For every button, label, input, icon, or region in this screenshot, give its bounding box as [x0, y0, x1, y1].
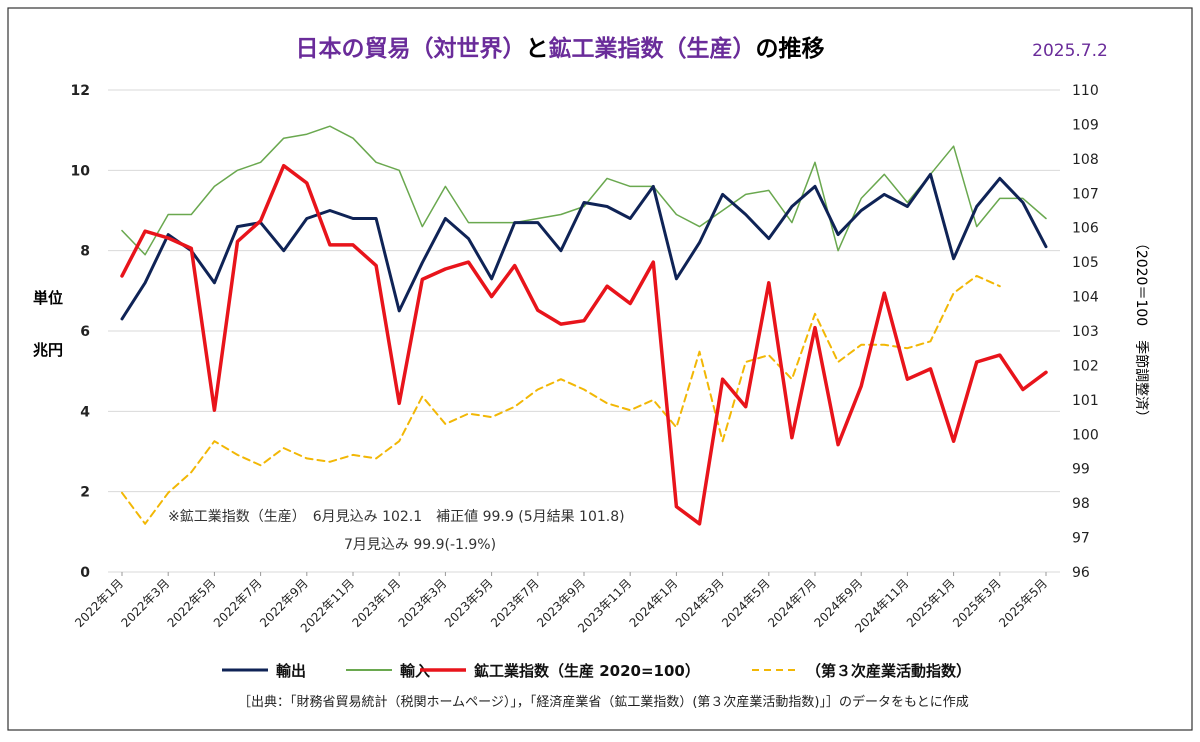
- right-tick-label: 104: [1072, 290, 1099, 306]
- annotation-line-2: 7月見込み 99.9(-1.9%): [344, 537, 496, 553]
- left-tick-label: 12: [71, 83, 90, 99]
- left-tick-label: 10: [71, 163, 91, 179]
- left-tick-label: 6: [80, 324, 90, 340]
- right-tick-label: 106: [1072, 221, 1099, 237]
- right-tick-label: 108: [1072, 152, 1099, 168]
- chart-title-part: 日本の貿易（対世界）: [296, 35, 526, 62]
- series-line-0: [120, 172, 1048, 321]
- right-tick-label: 107: [1072, 186, 1099, 202]
- left-axis-label-unit: 単位: [33, 289, 63, 307]
- left-axis-ticks: 0 2 4 6 8 10 12: [71, 83, 91, 581]
- legend-label: （第３次産業活動指数）: [806, 662, 971, 680]
- annotation-line-1: ※鉱工業指数（生産） 6月見込み 102.1 補正値 99.9 (5月結果 10…: [168, 508, 625, 525]
- series-line-3: [121, 274, 1001, 525]
- left-tick-label: 0: [80, 565, 90, 581]
- chart-title-part: 鉱工業指数（生産）: [549, 35, 756, 62]
- chart-frame: [7, 7, 1193, 731]
- right-tick-label: 98: [1072, 496, 1090, 512]
- series-line-1: [121, 125, 1047, 256]
- legend: 輸出 輸入 鉱工業指数（生産 2020=100） （第３次産業活動指数）: [222, 662, 971, 680]
- left-tick-label: 4: [80, 404, 90, 420]
- chart-title-part: の推移: [756, 36, 825, 62]
- right-tick-label: 97: [1072, 531, 1090, 547]
- right-tick-label: 102: [1072, 358, 1099, 374]
- right-tick-label: 105: [1072, 255, 1099, 271]
- legend-label: 輸入: [400, 662, 430, 680]
- right-tick-label: 100: [1072, 427, 1099, 443]
- legend-label: 輸出: [276, 662, 306, 680]
- right-axis-ticks: 96 97 98 99 100 101 102 103 104 105 106 107 108 109 11…: [1072, 83, 1099, 581]
- chart-title-part: と: [526, 36, 549, 62]
- right-tick-label: 109: [1072, 117, 1099, 133]
- series-lines: [120, 125, 1048, 526]
- grid-lines: [108, 89, 1060, 573]
- left-axis-label-yen: 兆円: [33, 341, 63, 359]
- left-tick-label: 8: [80, 244, 90, 260]
- right-axis-label: （2020＝100 季節調整済）: [1133, 236, 1150, 424]
- right-tick-label: 99: [1072, 462, 1090, 478]
- right-tick-label: 110: [1072, 83, 1099, 99]
- chart-title: 日本の貿易（対世界）と鉱工業指数（生産）の推移: [296, 35, 825, 62]
- chart-date: 2025.7.2: [1032, 41, 1108, 61]
- left-tick-label: 2: [80, 485, 90, 501]
- right-tick-label: 101: [1072, 393, 1099, 409]
- source-note: ［出典：「財務省貿易統計（税関ホームページ）」，「経済産業省（鉱工業指数）(第３…: [238, 694, 969, 710]
- right-tick-label: 96: [1072, 565, 1090, 581]
- right-tick-label: 103: [1072, 324, 1099, 340]
- legend-label: 鉱工業指数（生産 2020=100）: [474, 662, 700, 680]
- series-line-2: [120, 163, 1048, 526]
